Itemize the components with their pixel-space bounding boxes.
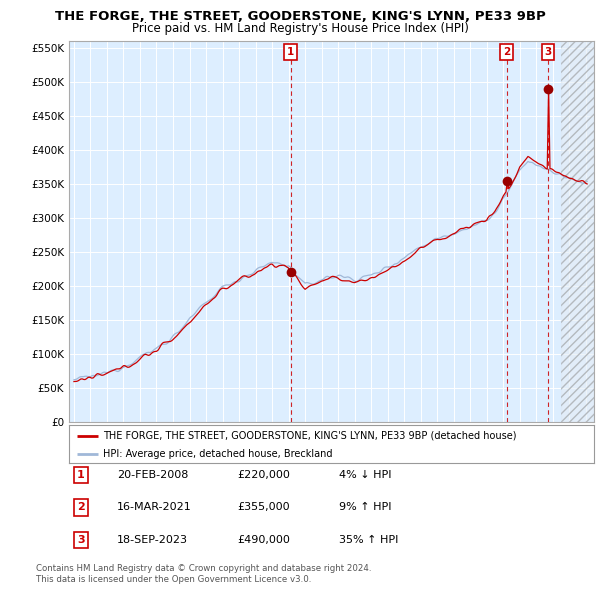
Text: This data is licensed under the Open Government Licence v3.0.: This data is licensed under the Open Gov… xyxy=(36,575,311,584)
Text: 2: 2 xyxy=(503,47,510,57)
Text: 3: 3 xyxy=(544,47,551,57)
Bar xyxy=(561,41,594,422)
Text: 35% ↑ HPI: 35% ↑ HPI xyxy=(339,535,398,545)
Text: 1: 1 xyxy=(287,47,294,57)
Text: Price paid vs. HM Land Registry's House Price Index (HPI): Price paid vs. HM Land Registry's House … xyxy=(131,22,469,35)
Text: THE FORGE, THE STREET, GOODERSTONE, KING'S LYNN, PE33 9BP (detached house): THE FORGE, THE STREET, GOODERSTONE, KING… xyxy=(103,431,517,441)
Text: 16-MAR-2021: 16-MAR-2021 xyxy=(117,503,192,512)
Text: £355,000: £355,000 xyxy=(237,503,290,512)
Text: 2: 2 xyxy=(77,503,85,512)
Text: £220,000: £220,000 xyxy=(237,470,290,480)
Text: 20-FEB-2008: 20-FEB-2008 xyxy=(117,470,188,480)
Text: THE FORGE, THE STREET, GOODERSTONE, KING'S LYNN, PE33 9BP: THE FORGE, THE STREET, GOODERSTONE, KING… xyxy=(55,10,545,23)
Bar xyxy=(561,41,594,422)
Text: 3: 3 xyxy=(77,535,85,545)
Text: 9% ↑ HPI: 9% ↑ HPI xyxy=(339,503,391,512)
Text: 18-SEP-2023: 18-SEP-2023 xyxy=(117,535,188,545)
Text: HPI: Average price, detached house, Breckland: HPI: Average price, detached house, Brec… xyxy=(103,448,332,458)
Text: 4% ↓ HPI: 4% ↓ HPI xyxy=(339,470,391,480)
Text: 1: 1 xyxy=(77,470,85,480)
Text: £490,000: £490,000 xyxy=(237,535,290,545)
Bar xyxy=(561,41,594,422)
Text: Contains HM Land Registry data © Crown copyright and database right 2024.: Contains HM Land Registry data © Crown c… xyxy=(36,565,371,573)
